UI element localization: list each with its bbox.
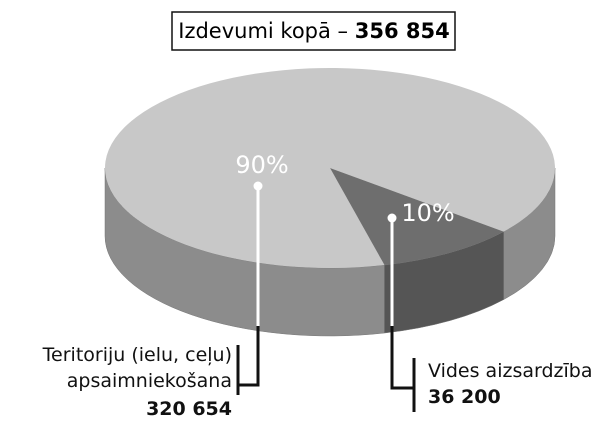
title-box [171, 11, 456, 51]
slice-side [104, 167, 385, 337]
title-total: 356 854 [355, 19, 450, 43]
leader-line [238, 326, 260, 387]
leader-dot [253, 181, 263, 191]
leader-dot [387, 213, 397, 223]
chart-title: Izdevumi kopā – 356 854 [178, 19, 449, 43]
leader-line [390, 326, 414, 390]
category-label: Vides aizsardzība [428, 360, 593, 382]
slice [330, 168, 504, 266]
percent-label: 90% [235, 151, 288, 179]
value-label: 36 200 [428, 386, 501, 408]
value-label: 320 654 [146, 398, 232, 420]
title-text: Izdevumi kopā – [178, 19, 348, 43]
category-label: Teritoriju (ielu, ceļu) apsaimniekošana [42, 344, 232, 392]
percent-label: 10% [401, 199, 454, 227]
